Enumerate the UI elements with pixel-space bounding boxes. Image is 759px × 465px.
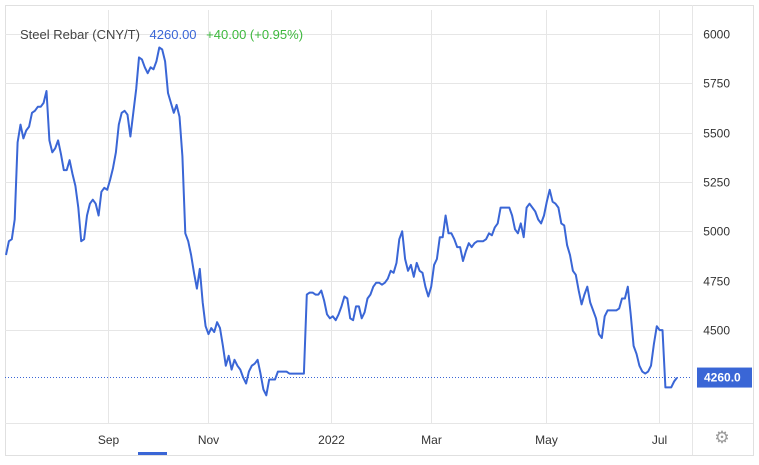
- chart-frame: [5, 5, 754, 456]
- y-tick-label: 5750: [703, 77, 730, 91]
- x-tick-label: Mar: [421, 433, 442, 447]
- x-tick-label: 2022: [318, 433, 345, 447]
- gear-icon[interactable]: ⚙: [714, 428, 730, 447]
- y-tick-label: 5250: [703, 176, 730, 190]
- last-value-badge: [697, 367, 752, 388]
- last-price: 4260.00: [149, 27, 197, 42]
- y-tick-label: 5000: [703, 225, 730, 239]
- last-value-label: 4260.0: [704, 371, 741, 385]
- series-line-steel-rebar: [5, 46, 678, 397]
- range-scroll-handle[interactable]: [138, 452, 167, 455]
- y-tick-label: 6000: [703, 28, 730, 42]
- y-tick-label: 5500: [703, 127, 730, 141]
- chart-header: Steel Rebar (CNY/T) 4260.00 +40.00 (+0.9…: [20, 27, 309, 42]
- instrument-name: Steel Rebar (CNY/T): [20, 27, 140, 42]
- y-tick-label: 4500: [703, 324, 730, 338]
- price-change: +40.00 (+0.95%): [206, 27, 304, 42]
- x-tick-label: Sep: [98, 433, 120, 447]
- y-tick-label: 4750: [703, 275, 730, 289]
- x-tick-label: Jul: [652, 433, 667, 447]
- x-tick-label: Nov: [198, 433, 219, 447]
- x-tick-label: May: [535, 433, 558, 447]
